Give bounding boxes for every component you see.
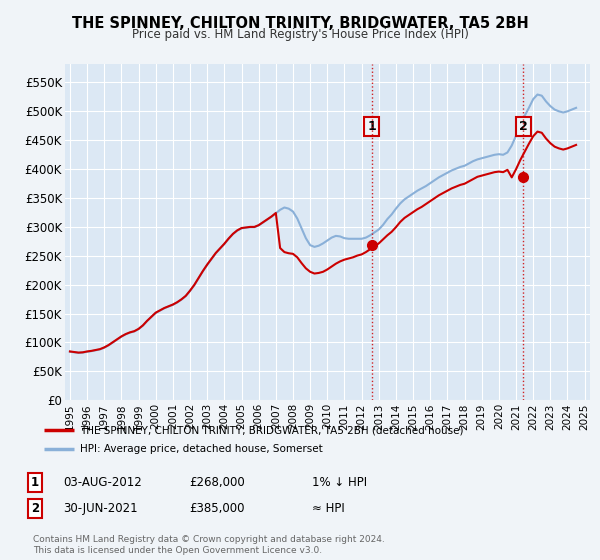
Text: 1: 1 (367, 120, 376, 133)
Text: 30-JUN-2021: 30-JUN-2021 (63, 502, 137, 515)
Text: Price paid vs. HM Land Registry's House Price Index (HPI): Price paid vs. HM Land Registry's House … (131, 28, 469, 41)
Text: THE SPINNEY, CHILTON TRINITY, BRIDGWATER, TA5 2BH (detached house): THE SPINNEY, CHILTON TRINITY, BRIDGWATER… (80, 425, 463, 435)
Text: 03-AUG-2012: 03-AUG-2012 (63, 476, 142, 489)
Text: THE SPINNEY, CHILTON TRINITY, BRIDGWATER, TA5 2BH: THE SPINNEY, CHILTON TRINITY, BRIDGWATER… (71, 16, 529, 31)
Text: £268,000: £268,000 (189, 476, 245, 489)
Text: 1% ↓ HPI: 1% ↓ HPI (312, 476, 367, 489)
Text: 2: 2 (31, 502, 39, 515)
Text: 1: 1 (31, 476, 39, 489)
Text: £385,000: £385,000 (189, 502, 245, 515)
Text: ≈ HPI: ≈ HPI (312, 502, 345, 515)
Text: HPI: Average price, detached house, Somerset: HPI: Average price, detached house, Some… (80, 444, 323, 454)
Text: 2: 2 (519, 120, 527, 133)
Text: Contains HM Land Registry data © Crown copyright and database right 2024.
This d: Contains HM Land Registry data © Crown c… (33, 535, 385, 555)
